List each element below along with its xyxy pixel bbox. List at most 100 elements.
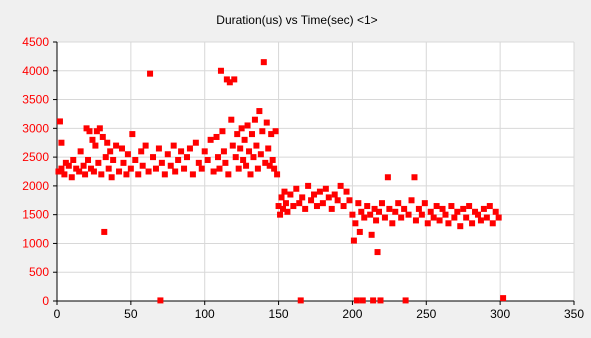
data-point	[217, 67, 224, 74]
data-point	[398, 214, 405, 221]
data-point	[401, 205, 408, 212]
data-point	[98, 171, 105, 178]
data-point	[408, 197, 415, 204]
data-point	[95, 159, 102, 166]
data-point	[445, 220, 452, 227]
data-point	[356, 228, 363, 235]
data-point	[234, 131, 241, 138]
data-point	[350, 237, 357, 244]
data-point	[500, 295, 507, 302]
plot-area	[57, 42, 574, 301]
data-point	[274, 171, 281, 178]
data-point	[127, 165, 134, 172]
data-point	[76, 168, 83, 175]
data-point	[105, 165, 112, 172]
data-point	[296, 200, 303, 207]
data-point	[334, 197, 341, 204]
data-point	[220, 148, 227, 155]
data-point	[120, 159, 127, 166]
data-point	[244, 122, 251, 129]
data-point	[436, 217, 443, 224]
data-point	[495, 214, 502, 221]
data-point	[384, 174, 391, 181]
data-point	[411, 174, 418, 181]
data-point	[145, 168, 152, 175]
data-point	[260, 59, 267, 66]
data-point	[219, 128, 226, 135]
data-point	[319, 200, 326, 207]
data-point	[331, 191, 338, 198]
data-point	[108, 174, 115, 181]
data-point	[442, 211, 449, 218]
y-tick-label: 4000	[22, 64, 49, 78]
data-point	[477, 217, 484, 224]
data-point	[204, 156, 211, 163]
data-point	[118, 145, 125, 152]
data-point	[150, 154, 157, 161]
data-point	[235, 165, 242, 172]
data-point	[263, 119, 270, 126]
data-point	[70, 156, 77, 163]
data-point	[337, 182, 344, 189]
data-point	[302, 205, 309, 212]
data-point	[238, 125, 245, 132]
data-point	[80, 162, 87, 169]
data-point	[280, 205, 287, 212]
data-point	[135, 171, 142, 178]
y-tick-label: 500	[29, 265, 49, 279]
y-tick-label: 2500	[22, 150, 49, 164]
y-tick-label: 1500	[22, 208, 49, 222]
data-point	[247, 171, 254, 178]
data-point	[424, 220, 431, 227]
data-point	[152, 165, 159, 172]
data-point	[421, 200, 428, 207]
data-point	[155, 145, 162, 152]
x-tick-label: 250	[416, 307, 436, 321]
data-point	[198, 165, 205, 172]
data-point	[368, 231, 375, 238]
data-point	[282, 200, 289, 207]
data-point	[373, 217, 380, 224]
data-point	[415, 205, 422, 212]
x-tick-label: 0	[54, 307, 61, 321]
y-tick-label: 2000	[22, 179, 49, 193]
x-tick-label: 200	[342, 307, 362, 321]
data-point	[172, 168, 179, 175]
data-point	[215, 154, 222, 161]
data-point	[489, 220, 496, 227]
data-point	[469, 220, 476, 227]
data-point	[161, 171, 168, 178]
data-point	[433, 203, 440, 210]
data-point	[58, 165, 65, 172]
data-point	[183, 154, 190, 161]
data-point	[405, 211, 412, 218]
data-point	[102, 154, 109, 161]
data-point	[290, 203, 297, 210]
data-point	[139, 162, 146, 169]
data-point	[210, 168, 217, 175]
y-tick-label: 3000	[22, 121, 49, 135]
data-point	[124, 151, 131, 158]
data-point	[340, 203, 347, 210]
x-tick-label: 150	[269, 307, 289, 321]
data-point	[352, 220, 359, 227]
data-point	[178, 148, 185, 155]
data-point	[308, 197, 315, 204]
y-tick-label: 1000	[22, 236, 49, 250]
data-point	[104, 139, 111, 146]
data-point	[381, 214, 388, 221]
data-point	[92, 142, 99, 149]
data-point	[65, 162, 72, 169]
data-point	[107, 148, 114, 155]
data-point	[299, 194, 306, 201]
data-point	[492, 208, 499, 215]
data-point	[284, 208, 291, 215]
data-point	[439, 205, 446, 212]
data-point	[271, 165, 278, 172]
data-point	[392, 208, 399, 215]
data-point	[186, 145, 193, 152]
data-point	[195, 159, 202, 166]
x-tick-label: 100	[195, 307, 215, 321]
data-point	[89, 136, 96, 143]
